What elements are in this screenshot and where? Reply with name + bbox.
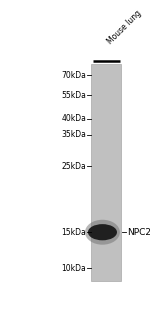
- Ellipse shape: [88, 224, 117, 240]
- Text: Mouse lung: Mouse lung: [105, 9, 143, 46]
- Text: 40kDa: 40kDa: [61, 114, 86, 123]
- Text: 15kDa: 15kDa: [61, 228, 86, 237]
- Text: 10kDa: 10kDa: [61, 264, 86, 273]
- Ellipse shape: [85, 220, 120, 245]
- Text: 25kDa: 25kDa: [61, 162, 86, 171]
- Text: 55kDa: 55kDa: [61, 90, 86, 99]
- Text: NPC2: NPC2: [127, 228, 150, 237]
- Bar: [91, 64, 121, 281]
- Text: 70kDa: 70kDa: [61, 71, 86, 80]
- Text: 35kDa: 35kDa: [61, 131, 86, 139]
